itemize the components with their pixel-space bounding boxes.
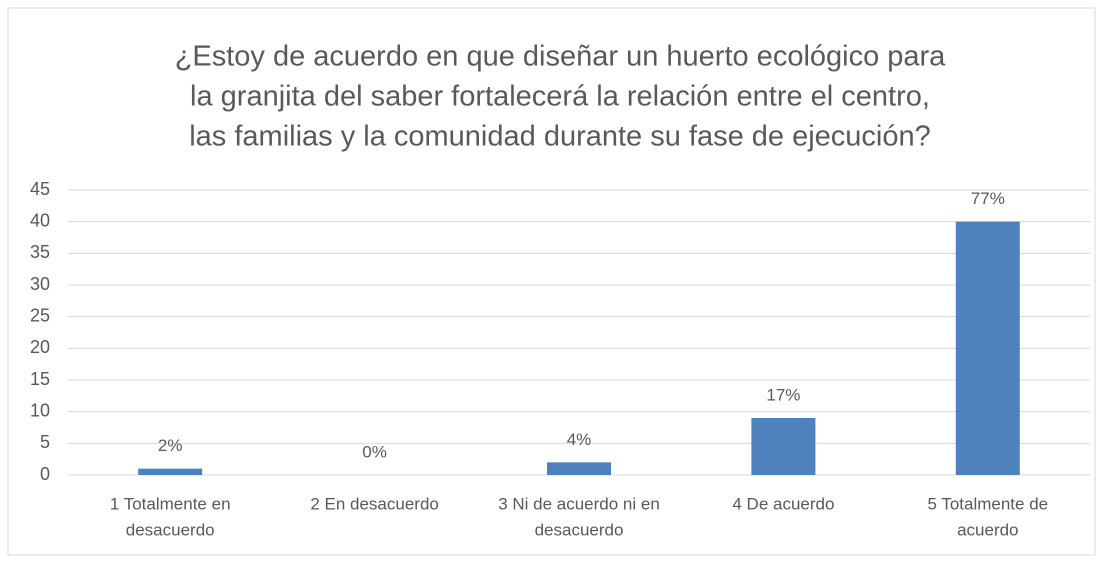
y-tick-label: 25 <box>30 305 50 325</box>
y-tick-label: 15 <box>30 369 50 389</box>
x-tick-label: desacuerdo <box>126 520 215 539</box>
data-label: 4% <box>567 430 592 449</box>
x-tick-label: 2 En desacuerdo <box>310 494 439 513</box>
bar <box>955 221 1020 475</box>
x-tick-label: acuerdo <box>957 520 1018 539</box>
y-tick-label: 10 <box>30 400 50 420</box>
chart-title: la granjita del saber fortalecerá la rel… <box>190 81 930 113</box>
y-tick-label: 45 <box>30 179 50 199</box>
bar <box>138 468 203 475</box>
data-label: 17% <box>766 385 800 404</box>
data-label: 0% <box>362 442 387 461</box>
y-tick-label: 20 <box>30 337 50 357</box>
y-tick-label: 35 <box>30 242 50 262</box>
chart-title: ¿Estoy de acuerdo en que diseñar un huer… <box>175 41 946 73</box>
x-tick-label: 3 Ni de acuerdo ni en <box>498 494 660 513</box>
chart-title: las familias y la comunidad durante su f… <box>189 121 931 153</box>
y-tick-label: 5 <box>40 432 50 452</box>
x-tick-label: 5 Totalmente de <box>927 494 1048 513</box>
data-label: 2% <box>158 436 183 455</box>
x-tick-label: desacuerdo <box>535 520 624 539</box>
bar <box>547 462 611 475</box>
x-tick-label: 1 Totalmente en <box>110 494 231 513</box>
y-tick-label: 30 <box>30 274 50 294</box>
bar <box>751 418 816 475</box>
y-tick-label: 40 <box>30 210 50 230</box>
data-label: 77% <box>971 189 1005 208</box>
x-tick-label: 4 De acuerdo <box>732 494 834 513</box>
y-tick-label: 0 <box>40 464 50 484</box>
